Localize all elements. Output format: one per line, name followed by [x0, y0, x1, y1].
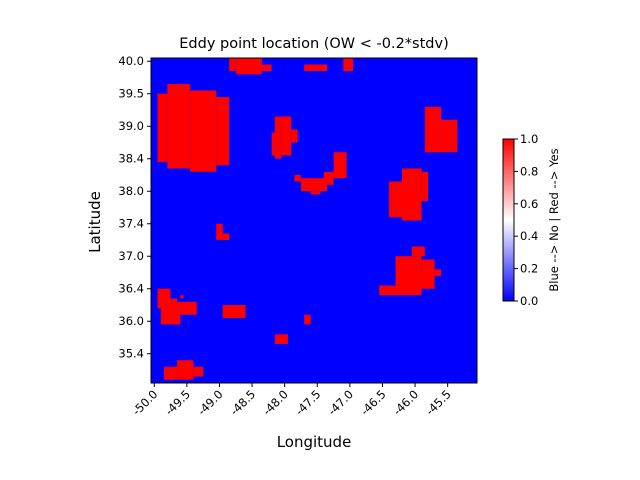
- eddy-cell-11: [229, 58, 236, 71]
- colorbar-gradient: [502, 138, 515, 302]
- colorbar-tick-label: 0.2: [520, 262, 538, 276]
- y-tick-label: 37.4: [118, 217, 144, 231]
- eddy-cell-26: [402, 168, 422, 221]
- eddy-cell-3: [180, 295, 184, 299]
- eddy-cell-7: [157, 93, 168, 162]
- eddy-cell-35: [157, 288, 171, 302]
- eddy-cell-10: [216, 97, 230, 166]
- colorbar-tick-label: 0.6: [520, 197, 538, 211]
- eddy-cell-0: [157, 298, 178, 309]
- eddy-cell-31: [421, 259, 435, 289]
- eddy-cell-14: [271, 132, 275, 156]
- plot-area: [150, 57, 478, 384]
- eddy-cell-32: [434, 269, 442, 276]
- y-tick-label: 37.0: [118, 249, 144, 263]
- eddy-cell-12: [235, 58, 262, 75]
- colorbar: 0.0 0.2 0.4 0.6 0.8 1.0 Blue --> No | Red -->…: [502, 132, 561, 308]
- eddy-cell-21: [323, 171, 334, 185]
- eddy-cell-34: [441, 119, 458, 153]
- eddy-cell-30: [411, 246, 425, 257]
- eddy-cell-16: [281, 116, 292, 156]
- eddy-cell-23: [304, 64, 327, 71]
- colorbar-tick-label: 0.8: [520, 164, 538, 178]
- eddy-cell-38: [222, 305, 246, 318]
- eddy-cell-18: [294, 175, 301, 182]
- eddy-cell-13: [261, 64, 272, 71]
- y-axis-ticks: 40.0 39.5 39.0 38.4 38.0 37.4 37.0 36.4 36.0 35.4: [118, 54, 151, 361]
- eddy-cell-29: [395, 256, 422, 296]
- eddy-cell-6: [193, 366, 204, 377]
- eddy-cell-20: [310, 191, 321, 195]
- colorbar-tick-label: 0.4: [520, 229, 538, 243]
- colorbar-ticks: 0.0 0.2 0.4 0.6 0.8 1.0: [514, 132, 538, 308]
- eddy-cell-9: [190, 90, 217, 172]
- eddy-cells: [157, 58, 458, 380]
- y-axis-label: Latitude: [86, 191, 104, 253]
- colorbar-label: Blue --> No | Red --> Yes: [547, 148, 561, 291]
- y-tick-label: 38.0: [118, 184, 144, 198]
- eddy-cell-19: [301, 178, 328, 192]
- y-tick-label: 35.4: [118, 347, 144, 361]
- x-axis-label: Longitude: [277, 433, 352, 451]
- eddy-cell-2: [177, 301, 197, 315]
- eddy-cell-37: [222, 233, 230, 240]
- plot-frame: [150, 57, 478, 384]
- chart-title: Eddy point location (OW < -0.2*stdv): [179, 36, 449, 52]
- eddy-cell-22: [333, 152, 347, 179]
- eddy-cell-33: [424, 106, 442, 153]
- eddy-cell-27: [421, 171, 429, 201]
- y-tick-label: 40.0: [118, 54, 144, 68]
- y-tick-label: 36.4: [118, 282, 144, 296]
- eddy-cell-25: [389, 181, 402, 218]
- eddy-cell-24: [343, 58, 354, 71]
- eddy-cell-28: [379, 285, 396, 296]
- colorbar-tick-label: 1.0: [520, 132, 538, 146]
- eddy-cell-39: [304, 314, 311, 325]
- y-tick-label: 39.0: [118, 119, 144, 133]
- eddy-cell-5: [177, 360, 194, 380]
- eddy-cell-8: [167, 84, 191, 169]
- eddy-cell-15: [274, 116, 282, 159]
- eddy-cell-40: [274, 334, 288, 344]
- eddy-cell-4: [164, 366, 177, 380]
- y-tick-label: 39.5: [118, 87, 144, 101]
- colorbar-tick-label: 0.0: [520, 294, 538, 308]
- y-tick-label: 38.4: [118, 152, 144, 166]
- eddy-cell-1: [160, 305, 181, 325]
- y-tick-label: 36.0: [118, 314, 144, 328]
- eddy-cell-36: [216, 223, 223, 240]
- eddy-cell-17: [291, 129, 298, 143]
